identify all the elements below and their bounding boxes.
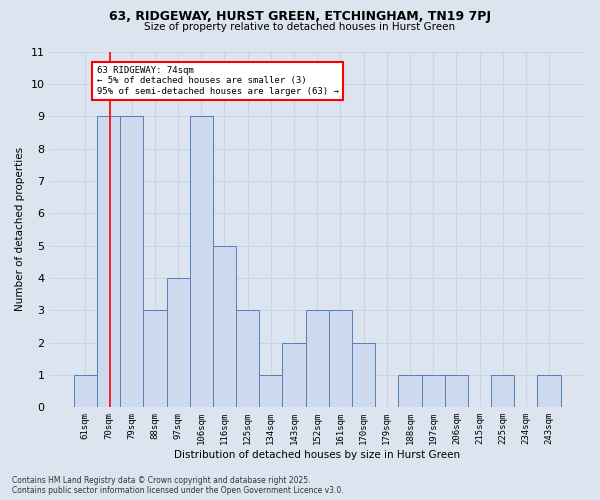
Bar xyxy=(143,310,167,408)
Bar xyxy=(213,246,236,408)
Bar xyxy=(398,375,422,408)
Bar xyxy=(74,375,97,408)
Bar xyxy=(283,342,305,407)
Text: 63 RIDGEWAY: 74sqm
← 5% of detached houses are smaller (3)
95% of semi-detached : 63 RIDGEWAY: 74sqm ← 5% of detached hous… xyxy=(97,66,339,96)
Text: Size of property relative to detached houses in Hurst Green: Size of property relative to detached ho… xyxy=(145,22,455,32)
Bar xyxy=(190,116,213,408)
Bar xyxy=(236,310,259,408)
Bar xyxy=(352,342,375,407)
Bar xyxy=(259,375,283,408)
Bar xyxy=(538,375,560,408)
Bar xyxy=(329,310,352,408)
X-axis label: Distribution of detached houses by size in Hurst Green: Distribution of detached houses by size … xyxy=(174,450,460,460)
Text: 63, RIDGEWAY, HURST GREEN, ETCHINGHAM, TN19 7PJ: 63, RIDGEWAY, HURST GREEN, ETCHINGHAM, T… xyxy=(109,10,491,23)
Bar xyxy=(305,310,329,408)
Bar xyxy=(445,375,468,408)
Bar xyxy=(97,116,120,408)
Text: Contains HM Land Registry data © Crown copyright and database right 2025.
Contai: Contains HM Land Registry data © Crown c… xyxy=(12,476,344,495)
Bar xyxy=(422,375,445,408)
Bar xyxy=(491,375,514,408)
Bar xyxy=(120,116,143,408)
Y-axis label: Number of detached properties: Number of detached properties xyxy=(15,148,25,312)
Bar xyxy=(167,278,190,407)
